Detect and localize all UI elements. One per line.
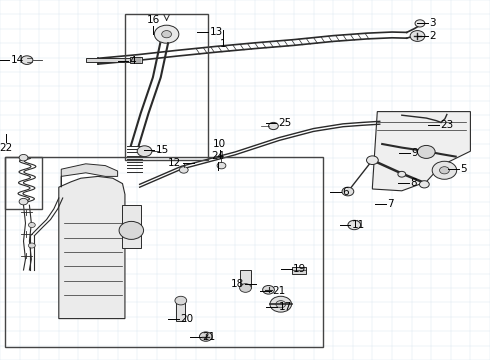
Bar [130, 57, 142, 63]
Circle shape [137, 146, 152, 157]
Text: 23: 23 [440, 120, 453, 130]
Circle shape [179, 167, 188, 173]
Text: 25: 25 [278, 118, 291, 129]
Text: 20: 20 [180, 314, 194, 324]
Circle shape [419, 181, 429, 188]
Bar [122, 205, 141, 248]
Text: 16: 16 [147, 15, 160, 25]
Text: 4: 4 [130, 56, 137, 66]
Circle shape [432, 161, 457, 179]
Text: 6: 6 [342, 186, 349, 197]
Polygon shape [61, 164, 118, 187]
Text: 7: 7 [387, 199, 394, 210]
Text: 5: 5 [461, 164, 467, 174]
Bar [125, 14, 208, 160]
Text: 1: 1 [220, 39, 226, 49]
Polygon shape [372, 112, 470, 191]
Bar [176, 301, 185, 321]
Circle shape [19, 198, 28, 205]
Circle shape [348, 220, 361, 230]
Text: 21: 21 [272, 285, 286, 296]
Text: 9: 9 [412, 148, 418, 158]
Text: 10: 10 [213, 139, 226, 149]
Text: 3: 3 [429, 18, 436, 28]
Text: 8: 8 [410, 177, 417, 188]
Text: 22: 22 [0, 143, 13, 153]
Circle shape [21, 56, 33, 64]
Bar [292, 267, 306, 274]
Bar [5, 157, 323, 347]
Text: 17: 17 [278, 302, 292, 312]
Text: 11: 11 [352, 220, 365, 230]
Circle shape [276, 301, 286, 308]
Circle shape [410, 31, 425, 41]
Circle shape [415, 20, 425, 27]
Circle shape [162, 31, 172, 38]
Circle shape [199, 332, 212, 341]
Circle shape [28, 243, 35, 248]
Circle shape [342, 187, 354, 196]
Bar [240, 270, 251, 288]
Circle shape [367, 156, 378, 165]
Bar [86, 58, 130, 62]
Text: 13: 13 [210, 27, 223, 37]
Circle shape [270, 296, 292, 312]
Text: 24: 24 [211, 151, 224, 161]
Circle shape [217, 162, 226, 169]
Circle shape [240, 284, 251, 292]
Text: 19: 19 [293, 264, 306, 274]
Text: 18: 18 [231, 279, 244, 289]
Text: 2: 2 [429, 31, 436, 41]
Circle shape [28, 222, 35, 228]
Text: 21: 21 [202, 332, 216, 342]
Text: 12: 12 [168, 158, 181, 168]
Circle shape [154, 25, 179, 43]
Circle shape [175, 296, 187, 305]
Polygon shape [59, 176, 125, 319]
Text: 15: 15 [156, 145, 169, 156]
Circle shape [398, 171, 406, 177]
Circle shape [440, 167, 449, 174]
Bar [5, 157, 42, 209]
Circle shape [269, 122, 278, 130]
Text: 14: 14 [11, 55, 24, 65]
Circle shape [119, 221, 144, 239]
Circle shape [417, 145, 435, 158]
Circle shape [263, 285, 274, 294]
Circle shape [19, 154, 28, 161]
